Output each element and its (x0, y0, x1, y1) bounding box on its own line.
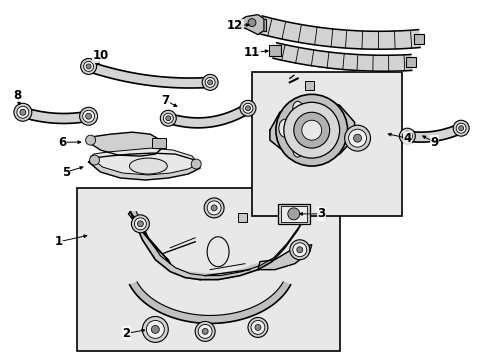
Bar (277, 204, 309, 224)
Text: 10: 10 (92, 49, 108, 62)
Circle shape (165, 116, 170, 121)
Circle shape (247, 318, 267, 337)
Bar (253, 19, 265, 31)
Ellipse shape (292, 101, 302, 115)
Ellipse shape (278, 119, 290, 137)
Polygon shape (257, 16, 419, 49)
Circle shape (275, 94, 347, 166)
Polygon shape (88, 153, 200, 180)
Bar (238, 213, 246, 222)
Circle shape (283, 102, 339, 158)
Circle shape (83, 62, 93, 71)
Circle shape (17, 106, 29, 118)
Circle shape (137, 221, 143, 227)
Circle shape (89, 155, 100, 165)
Bar (406, 58, 415, 67)
Polygon shape (130, 212, 205, 280)
Text: 1: 1 (55, 235, 62, 248)
Circle shape (198, 324, 212, 338)
Circle shape (455, 123, 465, 133)
Bar (413, 33, 424, 44)
Bar (268, 45, 280, 57)
Polygon shape (128, 212, 170, 264)
Circle shape (207, 80, 212, 85)
Circle shape (151, 325, 159, 333)
Circle shape (131, 215, 149, 233)
Bar (77, 188, 339, 351)
Polygon shape (166, 104, 250, 128)
Bar (152, 138, 166, 148)
Circle shape (292, 243, 306, 257)
Circle shape (82, 110, 94, 122)
Text: 8: 8 (13, 89, 21, 102)
Polygon shape (258, 245, 311, 270)
Text: 9: 9 (429, 136, 438, 149)
Circle shape (287, 208, 299, 220)
Bar (304, 81, 313, 90)
Polygon shape (200, 212, 307, 280)
Circle shape (404, 134, 409, 139)
Circle shape (344, 125, 370, 151)
Circle shape (247, 19, 255, 27)
Circle shape (134, 218, 146, 230)
Circle shape (245, 106, 250, 111)
Circle shape (289, 240, 309, 260)
Circle shape (301, 120, 321, 140)
Polygon shape (406, 124, 462, 142)
Ellipse shape (292, 143, 302, 157)
Circle shape (86, 64, 91, 69)
Text: 11: 11 (244, 46, 260, 59)
Circle shape (240, 100, 255, 116)
Text: 2: 2 (122, 327, 130, 340)
Circle shape (81, 58, 96, 75)
Circle shape (296, 247, 302, 253)
Bar (280, 206, 306, 222)
Circle shape (243, 103, 252, 113)
Circle shape (160, 110, 176, 126)
Polygon shape (272, 43, 411, 71)
Circle shape (207, 201, 221, 215)
Text: 3: 3 (317, 207, 325, 220)
Circle shape (203, 198, 224, 218)
Polygon shape (21, 108, 89, 123)
Ellipse shape (207, 237, 228, 267)
Bar (251, 72, 402, 216)
Polygon shape (240, 15, 264, 35)
Circle shape (452, 120, 468, 136)
Circle shape (14, 103, 32, 121)
Circle shape (195, 321, 215, 341)
Circle shape (202, 328, 208, 334)
Circle shape (20, 109, 26, 115)
Circle shape (85, 113, 91, 119)
Circle shape (202, 75, 218, 90)
Text: 5: 5 (61, 166, 70, 179)
Circle shape (250, 320, 264, 334)
Polygon shape (129, 282, 290, 323)
Ellipse shape (129, 158, 167, 174)
Circle shape (399, 128, 414, 144)
Circle shape (348, 129, 366, 147)
Text: 12: 12 (226, 19, 243, 32)
Text: 7: 7 (161, 94, 169, 107)
Circle shape (254, 324, 261, 330)
Circle shape (191, 159, 201, 169)
Circle shape (146, 320, 164, 338)
Circle shape (80, 107, 98, 125)
Polygon shape (87, 62, 210, 88)
Polygon shape (86, 132, 162, 156)
Circle shape (402, 131, 411, 141)
Polygon shape (269, 98, 354, 162)
Circle shape (353, 134, 361, 142)
Circle shape (458, 126, 463, 131)
Circle shape (205, 77, 215, 87)
Text: 4: 4 (403, 132, 411, 145)
Text: 6: 6 (59, 136, 67, 149)
Circle shape (85, 135, 95, 145)
Polygon shape (90, 148, 198, 175)
Circle shape (142, 316, 168, 342)
Circle shape (211, 205, 217, 211)
Circle shape (163, 113, 173, 123)
Polygon shape (185, 264, 258, 280)
Circle shape (293, 112, 329, 148)
